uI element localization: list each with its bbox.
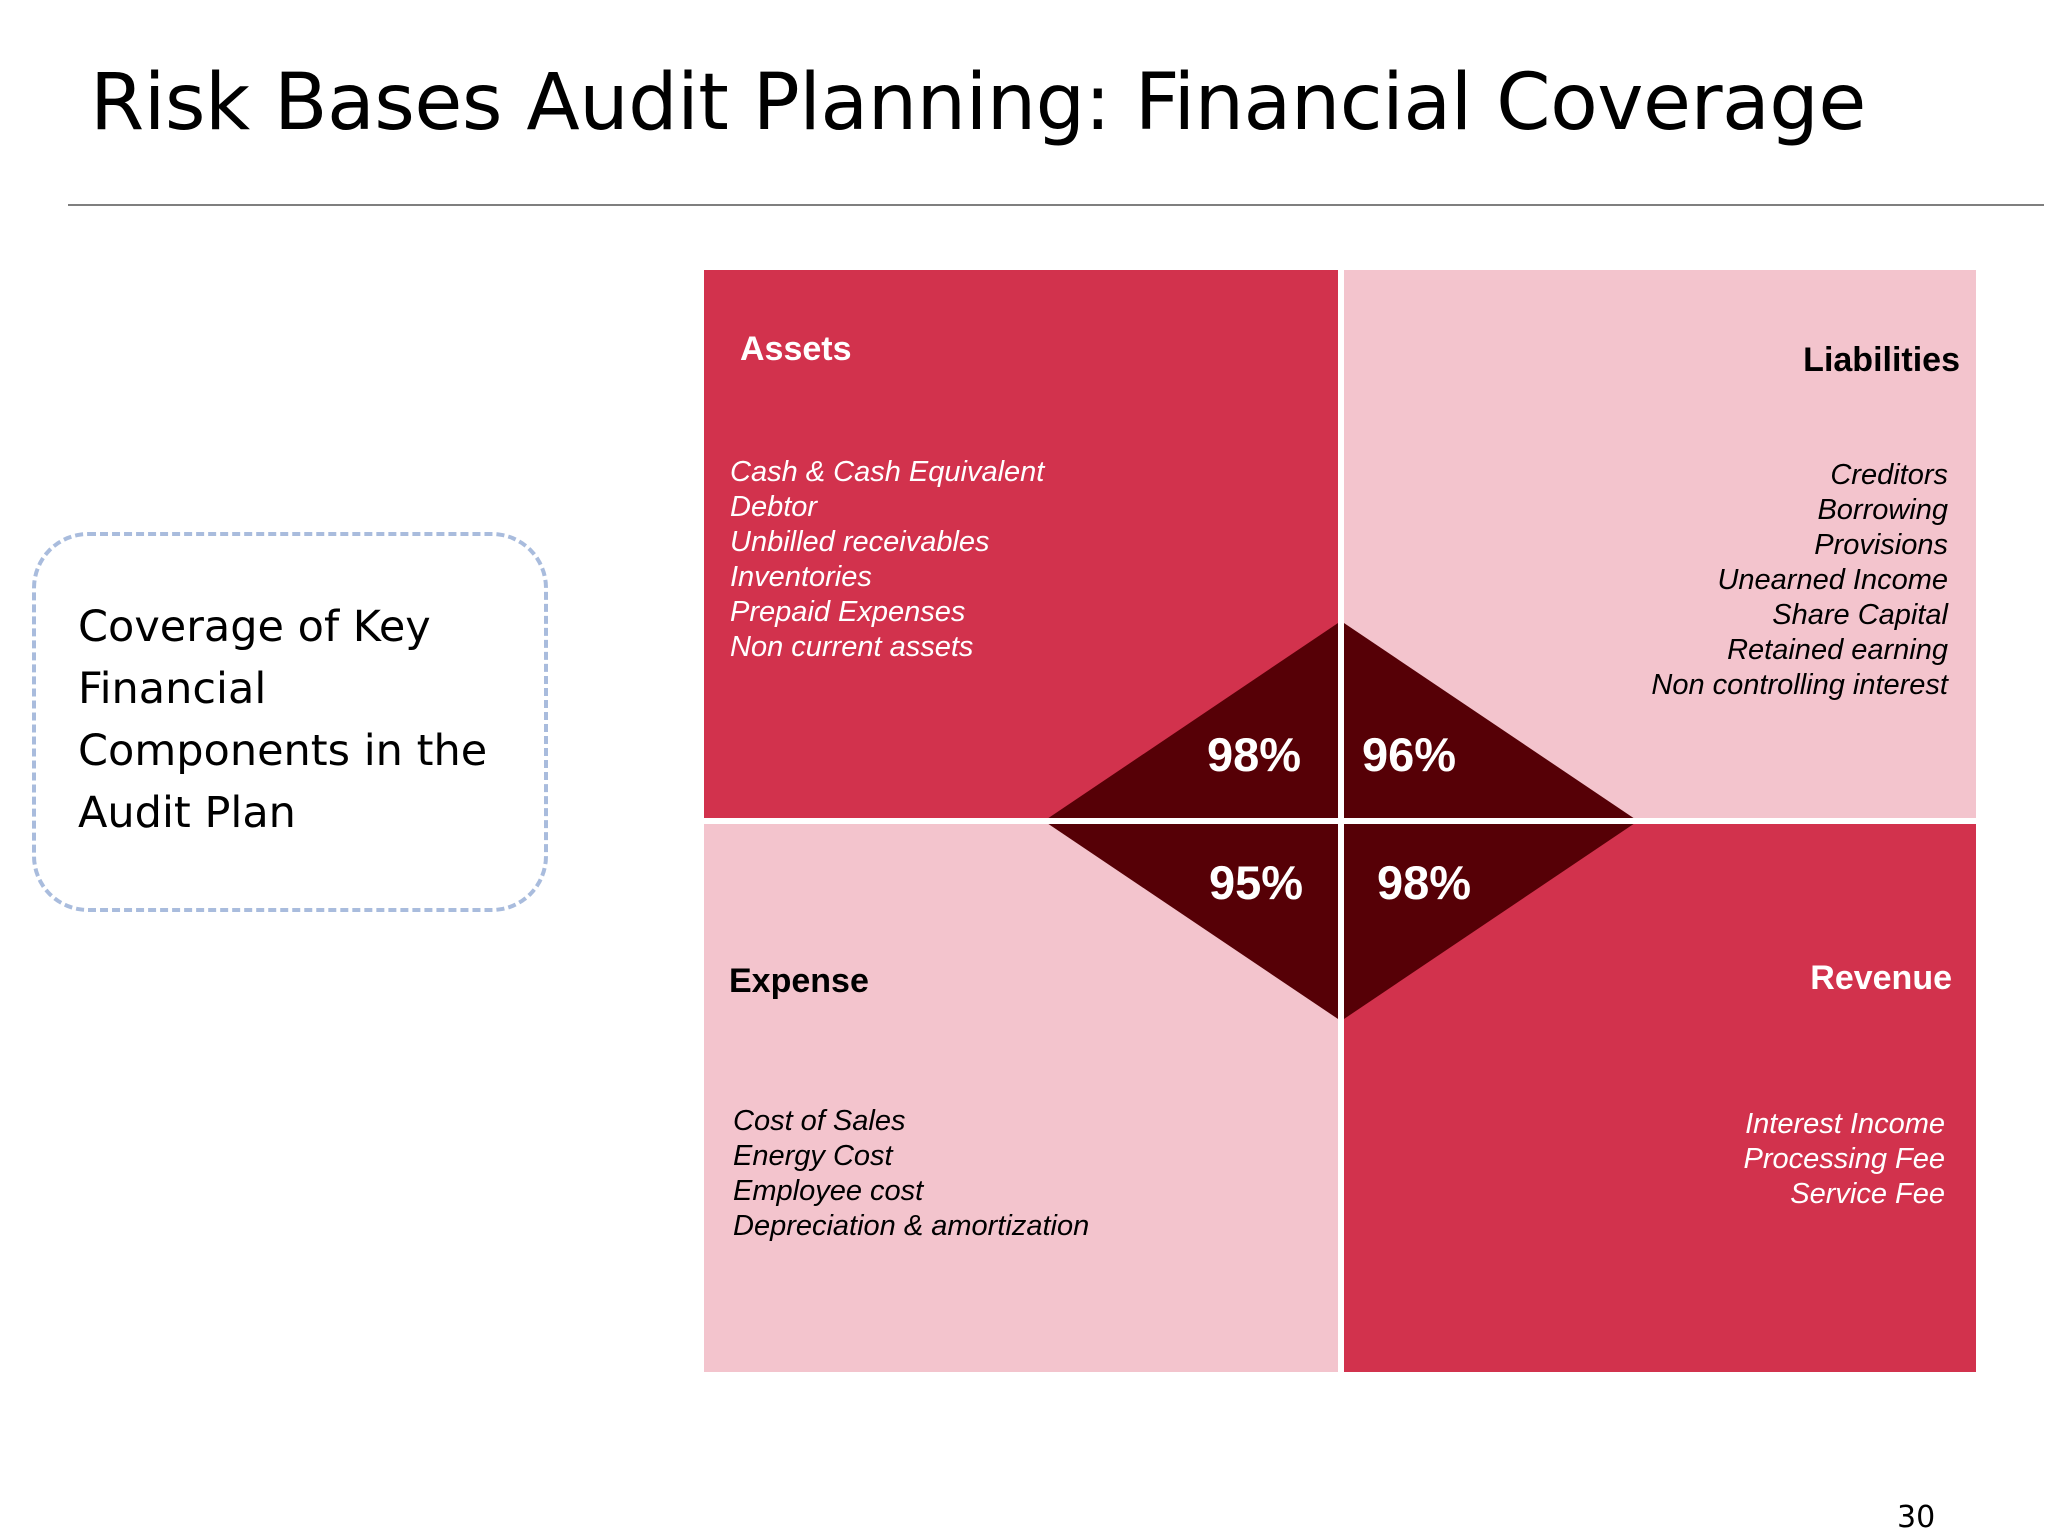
expense-percent: 95% [1209,856,1303,909]
expense-item: Cost of Sales [733,1105,905,1137]
assets-item: Unbilled receivables [730,526,990,558]
assets-item: Inventories [730,561,872,593]
liabilities-item: Unearned Income [1717,564,1948,596]
assets-percent: 98% [1207,728,1301,781]
coverage-note-box: Coverage of Key Financial Components in … [32,532,548,912]
assets-item: Prepaid Expenses [730,596,965,628]
expense-item: Depreciation & amortization [733,1210,1089,1242]
liabilities-item: Provisions [1814,529,1948,561]
liabilities-item: Creditors [1830,459,1948,491]
revenue-item: Interest Income [1745,1108,1945,1140]
revenue-percent: 98% [1377,856,1471,909]
page-number: 30 [1897,1500,1936,1535]
expense-item: Employee cost [733,1175,925,1207]
assets-item: Non current assets [730,631,973,663]
title-divider [68,204,2044,206]
revenue-item: Processing Fee [1744,1143,1946,1175]
assets-item: Cash & Cash Equivalent [730,456,1046,488]
liabilities-item: Borrowing [1817,494,1948,526]
slide-title: Risk Bases Audit Planning: Financial Cov… [90,58,1866,148]
coverage-note-text: Coverage of Key Financial Components in … [78,602,488,838]
revenue-item: Service Fee [1790,1178,1945,1210]
liabilities-item: Non controlling interest [1651,669,1950,701]
assets-title: Assets [740,330,852,368]
liabilities-title: Liabilities [1803,341,1960,379]
expense-title: Expense [729,962,869,1000]
coverage-matrix: Assets Cash & Cash EquivalentDebtorUnbil… [704,270,1976,1372]
liabilities-item: Retained earning [1727,634,1948,666]
assets-item: Debtor [730,491,818,523]
revenue-title: Revenue [1810,959,1952,997]
liabilities-percent: 96% [1362,728,1456,781]
expense-item: Energy Cost [733,1140,895,1172]
liabilities-item: Share Capital [1772,599,1949,631]
